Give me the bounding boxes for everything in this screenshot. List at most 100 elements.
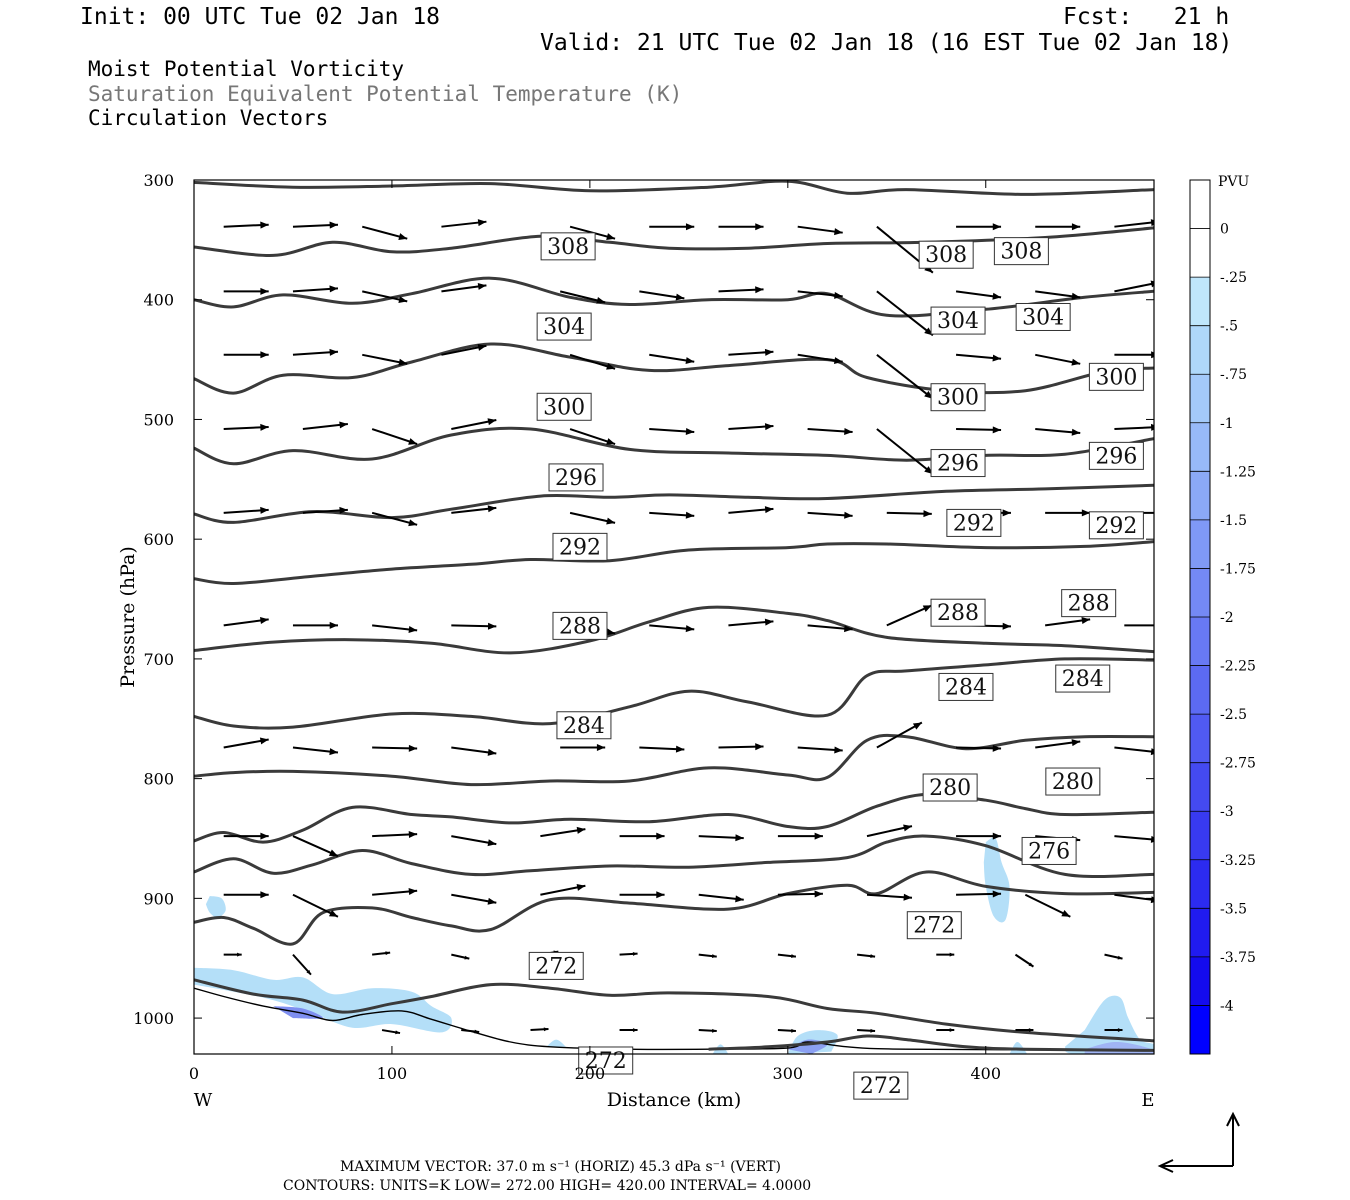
y-tick-label: 800 [143,770,174,789]
vector-head [922,605,932,612]
contour-label-text: 276 [1028,839,1070,864]
contour-label-text: 308 [547,235,589,260]
contour-label-box [536,312,592,341]
wind-vector [223,617,269,627]
wind-vector [1114,351,1154,359]
plot-frame [193,179,1155,1055]
wind-vector [649,427,695,435]
wind-vector [451,835,497,847]
vector-head [477,219,487,227]
vector-head [735,834,744,842]
contour-label: 288 [552,611,608,640]
vector-head [791,1028,796,1033]
contour-label-box [536,392,592,421]
vector-head [791,954,796,959]
wind-vector [728,348,774,356]
y-tick-label: 500 [143,410,174,429]
wind-vector [797,225,843,236]
vector-head [329,285,338,293]
vector-head [711,954,717,959]
east-label: E [1141,1090,1154,1111]
contour-label-box [930,383,986,412]
wind-vector [1035,290,1081,300]
wind-vector [223,423,269,431]
contour-label-text: 288 [1068,592,1110,617]
wind-vector [649,223,695,231]
wind-vector [777,1028,796,1033]
colorbar-segment [1190,1005,1210,1055]
vector-head [1071,739,1081,747]
wind-vector [372,951,391,956]
colorbar-label: -1 [1220,416,1234,432]
vector-head [1071,358,1081,366]
vector-head [764,348,774,356]
wind-vector [956,890,1002,898]
vector-head [992,426,1002,434]
theta-contour-272 [708,1034,1154,1052]
wind-vector [560,743,606,752]
wind-vector [866,893,913,901]
vector-head [870,954,876,959]
contour-label: 308 [993,237,1049,266]
wind-vector [559,290,606,304]
max-vector-footer: MAXIMUM VECTOR: 37.0 m s⁻¹ (HORIZ) 45.3 … [340,1159,781,1175]
vector-head [675,745,685,753]
vector-head [1028,1028,1034,1033]
vector-head [1002,622,1011,630]
colorbar-label: -2.25 [1220,659,1256,675]
wind-vector [441,343,487,356]
vector-head [903,824,912,832]
wind-vector [381,1029,401,1035]
vector-head [844,625,853,633]
contour-label-box [540,232,596,261]
wind-vector [1114,423,1154,431]
contour-label: 280 [1045,767,1101,796]
vector-head [395,1030,401,1035]
vector-head [408,625,418,633]
vector-head [1061,909,1071,917]
x-tick-label: 0 [189,1064,199,1083]
vector-head [992,832,1002,840]
wind-vector [718,286,764,294]
contour-label-box [552,611,608,640]
contour-label: 288 [930,598,986,627]
wind-vector [1124,624,1154,627]
contour-label: 272 [906,911,962,940]
vector-head [1161,509,1169,516]
wind-vector [1035,739,1081,749]
wind-vector [223,351,269,359]
colorbar-label: -2.5 [1220,707,1247,723]
contour-label-box [1061,589,1117,618]
contour-label: 308 [540,232,596,261]
vector-head [735,895,744,903]
wind-vector [441,282,487,293]
colorbar-segment [1190,277,1210,327]
vector-head [260,221,269,229]
wind-vector [1114,219,1154,228]
vector-head [606,517,616,525]
contour-label: 292 [552,532,608,561]
wind-vector [302,421,348,431]
colorbar-label: 0 [1220,222,1229,238]
wind-vector [797,290,843,299]
wind-vector [1104,953,1123,960]
wind-vector [807,624,853,633]
contour-label-text: 272 [535,954,577,979]
vector-head [408,830,418,838]
x-axis-title: Distance (km) [607,1089,742,1111]
vector-shaft [876,290,934,337]
wind-vector [292,746,339,756]
vector-shaft [292,893,339,918]
vector-head [477,343,487,351]
forecast-hour: Fcst: 21 h [1063,4,1230,30]
y-tick-label: 900 [143,889,174,908]
wind-vector [1104,1028,1123,1033]
contour-label-text: 292 [1095,514,1137,539]
wind-vector [461,1029,480,1034]
vector-head [675,293,685,301]
vector-head [576,883,586,891]
vector-head [949,952,955,957]
vector-head [844,511,853,519]
wind-vector [292,348,339,356]
colorbar-label: -2 [1220,610,1234,626]
